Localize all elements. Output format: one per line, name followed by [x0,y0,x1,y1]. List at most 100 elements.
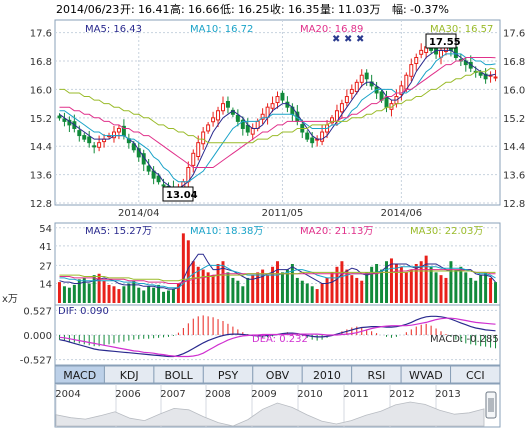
candle-body-21 [161,184,166,187]
volume-bar-51 [310,286,314,303]
price-legend-ma10: MA10: 16.72 [190,24,253,35]
volume-bar-4 [77,279,81,303]
volume-bar-71 [409,269,413,303]
volume-bar-20 [157,284,161,303]
timeline-year-2012: 2012 [389,389,414,400]
tab-label-obv: OBV [266,369,290,382]
timeline-year-2006: 2006 [115,389,140,400]
volume-moving-averages [59,253,496,290]
header-open-value: 16.41 [138,3,170,16]
volume-bar-82 [464,272,468,303]
volume-bar-23 [171,289,175,303]
volume-bar-3 [72,284,76,303]
tab-label-rsi: RSI [367,369,385,382]
volume-bar-48 [295,277,299,303]
volume-bar-5 [82,277,86,303]
volume-bar-66 [385,261,388,303]
volume-bar-0 [57,282,61,303]
candle-body-55 [330,117,334,124]
volume-bar-87 [489,277,493,303]
candle-body-37 [240,119,245,129]
timeline-years: 2004 2006 2007 2008 2009 2010 2011 2012 2013 [55,384,461,427]
candle-body-59 [349,88,354,94]
volume-bar-67 [389,258,393,303]
price-legend-ma30: MA30: 16.57 [430,24,493,35]
volume-bar-60 [355,277,359,303]
volume-bar-65 [380,269,384,303]
candle-body-38 [245,124,250,133]
tab-list: MACD KDJ BOLL PSY OBV 2010 RSI WVAD CCI [54,365,501,384]
header-volume-label: 量: [320,3,335,16]
timeline-handle[interactable] [485,391,497,419]
candle-body-58 [344,96,349,104]
volume-bar-32 [216,264,220,303]
volume-bar-58 [345,269,349,303]
macd-ytick-0: 0.527 [23,306,52,317]
price-ytick-left-2: 14.4 [30,142,52,153]
tab-label-boll: BOLL [164,369,193,382]
volume-bar-17 [142,290,146,303]
volume-legend-ma20: MA20: 21.13万 [300,226,373,237]
price-ytick-right-3: 15.2 [503,114,525,125]
price-annotations: 17.55 13.04 ✖ ✖ ✖ [162,33,461,202]
volume-bars [57,233,498,303]
candle-body-51 [310,137,315,144]
candle-body-72 [414,56,419,65]
volume-ytick-0: 14 [39,280,52,291]
candle-body-34 [225,100,230,108]
candle-body-61 [359,74,364,83]
volume-bar-49 [300,280,304,303]
volume-bar-68 [394,264,398,303]
timeline-year-2011: 2011 [343,389,368,400]
price-xtick-1: 2011/05 [262,208,304,219]
high-annotation-box [425,33,457,49]
event-marker-3: ✖ [356,34,364,45]
candle-body-43 [270,103,275,109]
volume-bar-59 [350,275,354,303]
candle-body-44 [275,96,280,104]
candle-body-39 [250,127,255,135]
volume-bar-25 [181,233,185,303]
candle-body-30 [206,124,211,132]
price-y-axis-right: 12.8 13.6 14.4 15.2 16.0 16.8 17.6 [503,29,525,210]
tab-label-psy: PSY [218,369,239,382]
candle-body-15 [131,143,136,151]
candle-body-11 [111,131,116,139]
header-low-value: 16.25 [238,3,270,16]
volume-bar-14 [127,283,131,303]
volume-bar-46 [285,269,289,303]
volume-bar-88 [494,282,498,303]
volume-bar-73 [419,261,423,303]
price-ytick-left-3: 15.2 [30,114,52,125]
header-open-label: 开: [120,3,135,16]
timeline-year-2009: 2009 [251,389,276,400]
price-ytick-left-4: 16.0 [30,85,52,96]
volume-ma5-line [59,253,496,290]
volume-bar-55 [330,272,334,303]
volume-bar-22 [167,290,170,303]
high-annotation: 17.55 [429,37,461,48]
low-annotation: 13.04 [166,190,198,201]
header-change-value: -0.37% [410,3,449,16]
event-marker-2: ✖ [344,34,352,45]
volume-bar-41 [261,269,265,303]
volume-bar-9 [102,280,106,303]
volume-bar-18 [147,286,151,303]
tab-cci[interactable] [450,365,501,384]
timeline-year-2004: 2004 [55,389,80,400]
candle-body-18 [146,165,151,172]
volume-bar-37 [241,286,245,303]
volume-y-axis: 14 27 41 54 [39,224,52,291]
price-legend-ma5: MA5: 16.43 [85,24,142,35]
price-grid [55,20,500,205]
header-low-label: 低: [220,3,235,16]
low-annotation-box [162,186,194,202]
price-ytick-right-4: 16.0 [503,85,525,96]
candle-body-53 [320,131,325,142]
price-ytick-left-0: 12.8 [30,199,52,210]
volume-bar-15 [132,280,136,303]
candle-body-57 [339,103,344,113]
price-ytick-right-5: 16.8 [503,57,525,68]
candle-body-36 [235,114,240,122]
macd-unit-label: x万 [2,294,18,305]
